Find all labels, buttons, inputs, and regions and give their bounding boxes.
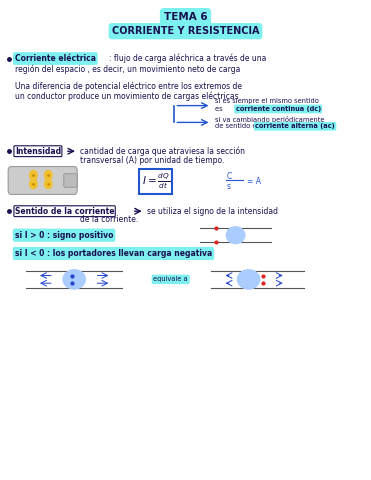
Circle shape (45, 179, 52, 189)
Circle shape (30, 170, 37, 180)
Circle shape (45, 170, 52, 180)
Text: s: s (226, 182, 230, 191)
Text: $I = \frac{dQ}{dt}$: $I = \frac{dQ}{dt}$ (142, 172, 170, 191)
Circle shape (30, 179, 37, 189)
Ellipse shape (63, 270, 85, 289)
Text: corriente continua (dc): corriente continua (dc) (236, 106, 321, 112)
FancyBboxPatch shape (8, 167, 77, 194)
Text: Sentido de la corriente: Sentido de la corriente (15, 207, 114, 216)
Ellipse shape (226, 227, 245, 244)
FancyBboxPatch shape (64, 174, 77, 187)
Text: = A: = A (247, 177, 261, 186)
Text: TEMA 6: TEMA 6 (164, 12, 207, 22)
Text: de sentido es: de sentido es (215, 123, 262, 129)
Text: Corriente eléctrica: Corriente eléctrica (15, 54, 96, 63)
Text: Una diferencia de potencial eléctrico entre los extremos de: Una diferencia de potencial eléctrico en… (15, 82, 242, 91)
Text: se utiliza el signo de la intensidad: se utiliza el signo de la intensidad (147, 207, 278, 216)
Text: : flujo de carga aléchrica a través de una: : flujo de carga aléchrica a través de u… (109, 54, 267, 63)
Text: cantidad de carga que atraviesa la sección: cantidad de carga que atraviesa la secci… (80, 146, 245, 156)
Text: un conductor produce un movimiento de cargas eléctricas: un conductor produce un movimiento de ca… (15, 91, 239, 101)
Text: si I > 0 : signo positivo: si I > 0 : signo positivo (15, 231, 113, 240)
Text: si es siempre el mismo sentido: si es siempre el mismo sentido (215, 98, 319, 104)
Text: corriente alterna (ac): corriente alterna (ac) (255, 123, 335, 129)
Text: equivale a: equivale a (153, 276, 188, 282)
Text: es: es (215, 106, 225, 112)
Text: Intensidad: Intensidad (15, 147, 61, 156)
Text: C: C (226, 172, 232, 181)
Text: si va cambiando periódicamente: si va cambiando periódicamente (215, 116, 325, 122)
Text: región del espacio , es decir, un movimiento neto de carga: región del espacio , es decir, un movimi… (15, 65, 240, 74)
Text: CORRIENTE Y RESISTENCIA: CORRIENTE Y RESISTENCIA (112, 26, 259, 36)
Text: si I < 0 : los portadores llevan carga negativa: si I < 0 : los portadores llevan carga n… (15, 249, 212, 258)
Ellipse shape (237, 270, 260, 289)
Text: de la corriente.: de la corriente. (80, 216, 138, 224)
Text: transversal (A) por unidad de tiempo.: transversal (A) por unidad de tiempo. (80, 156, 224, 165)
